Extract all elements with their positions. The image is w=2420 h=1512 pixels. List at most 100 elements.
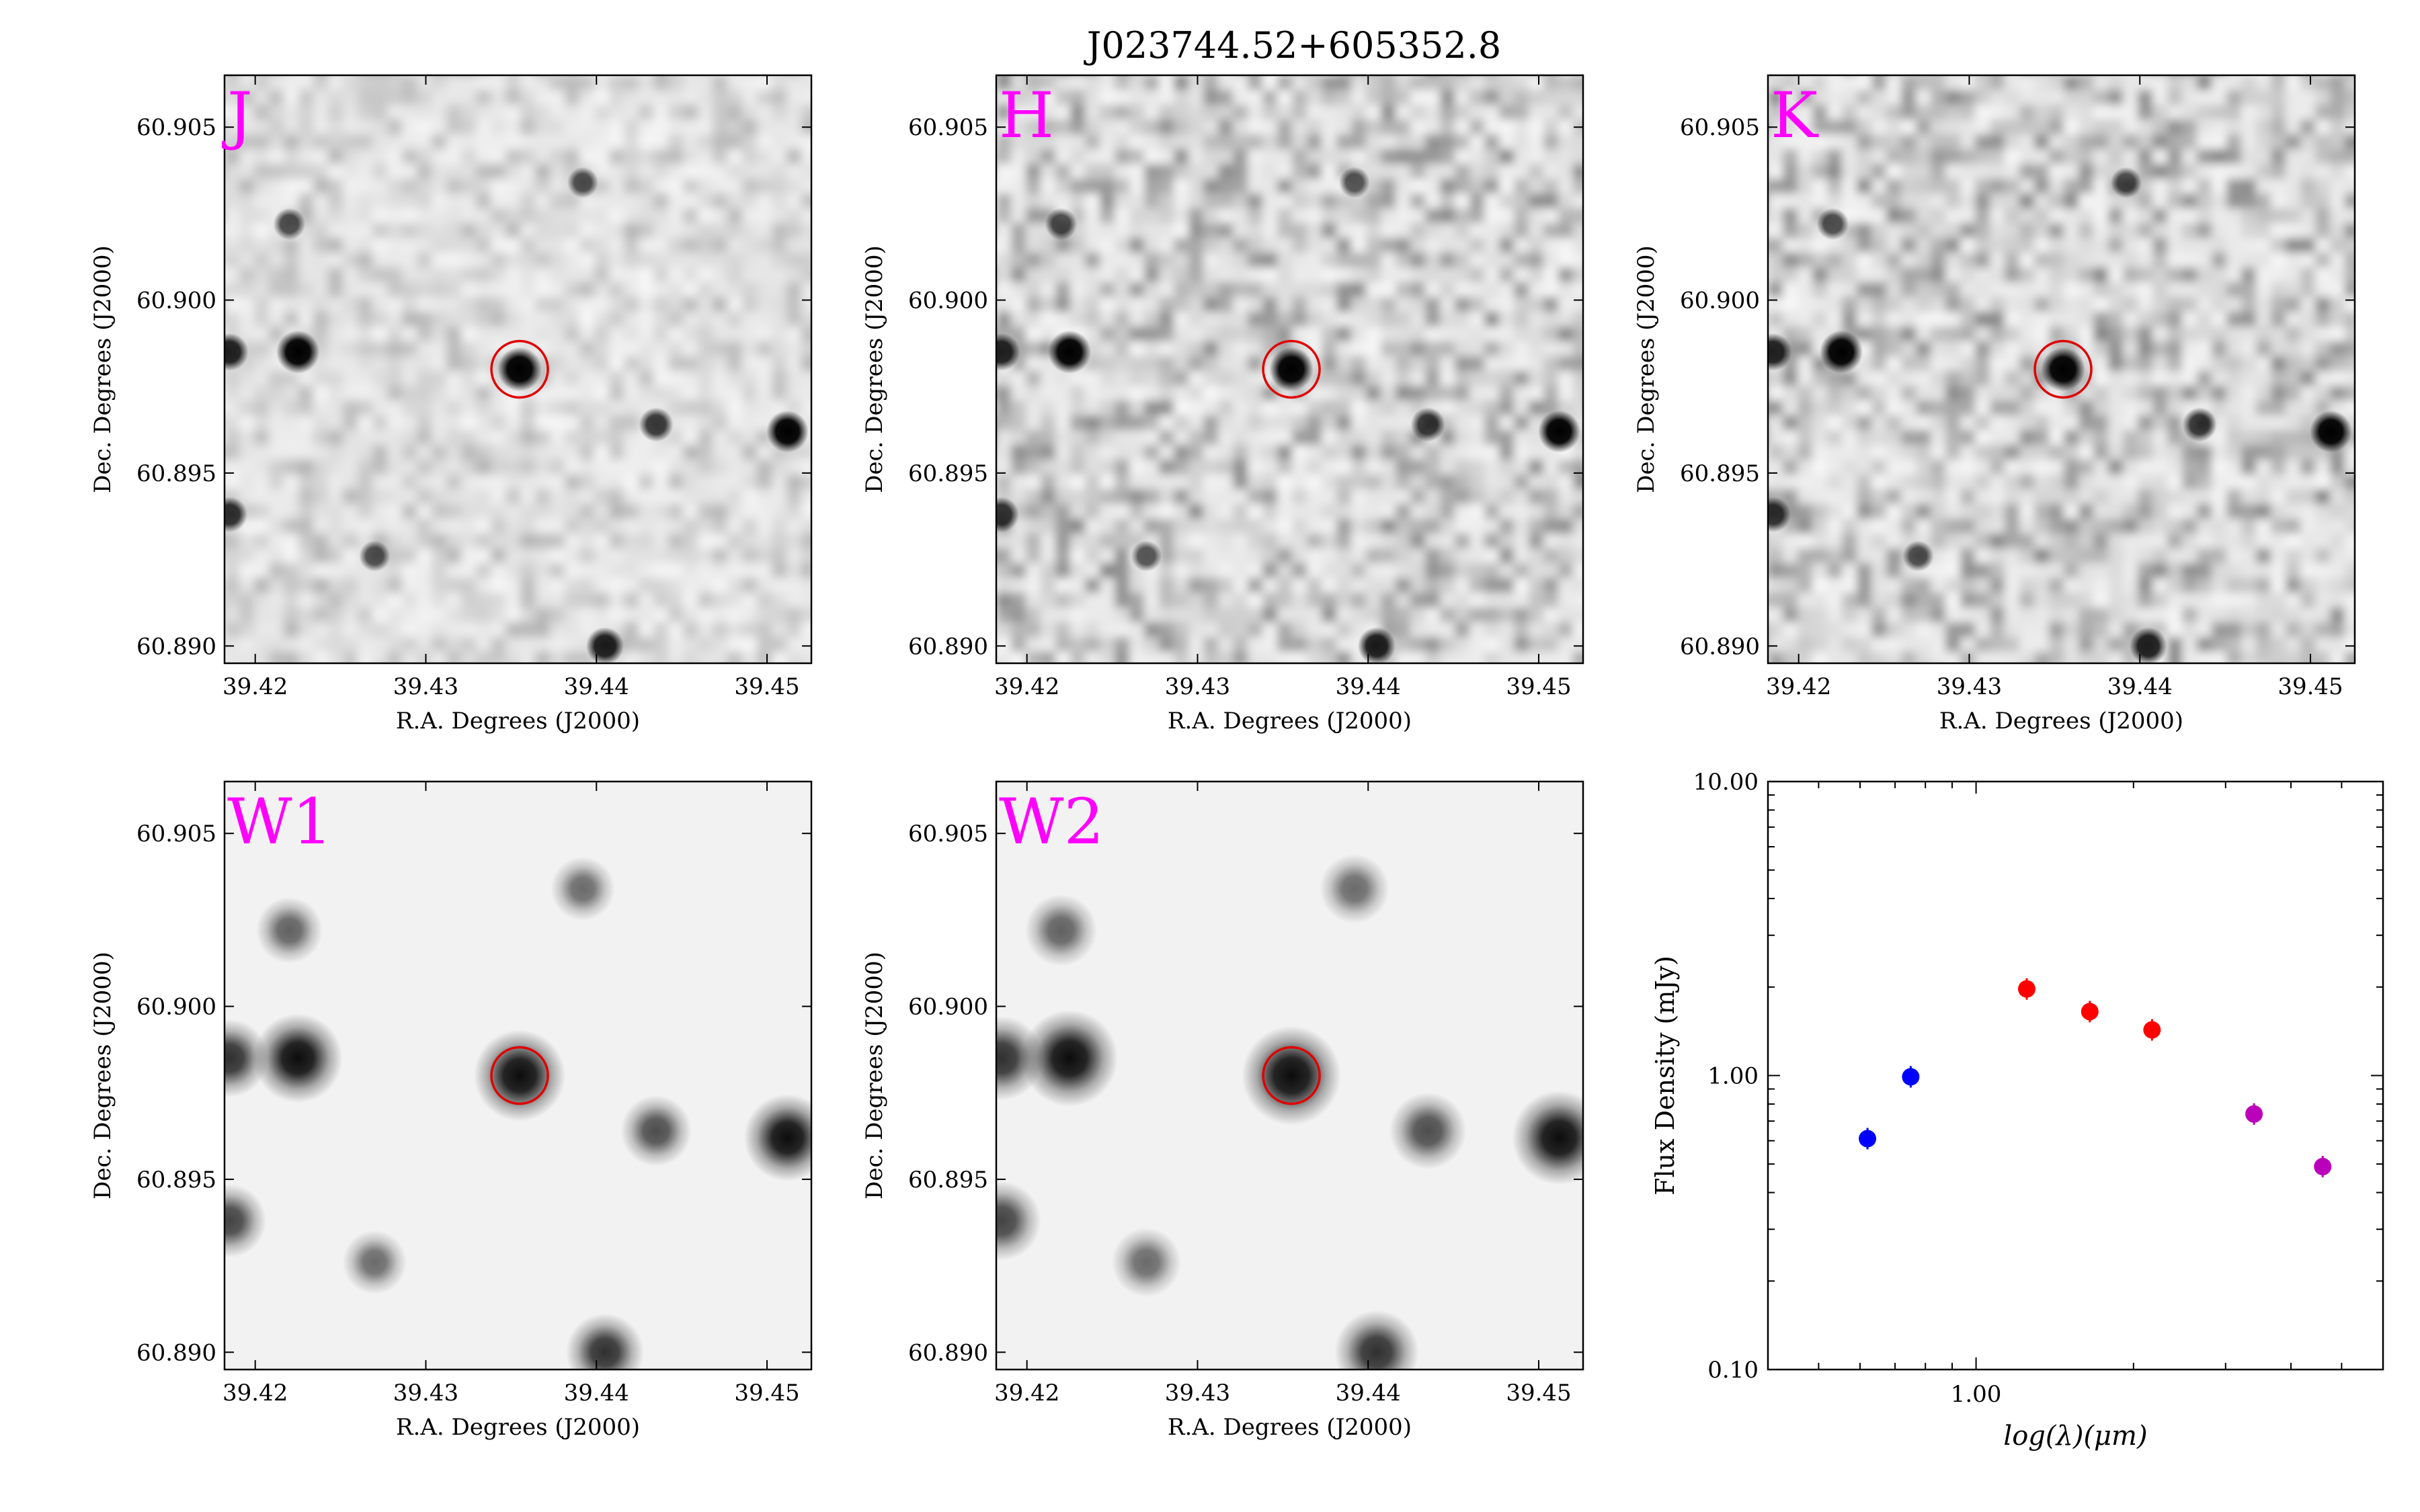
source-1 xyxy=(253,1013,343,1103)
ytick-label: 60.900 xyxy=(136,288,216,314)
image-w1 xyxy=(225,782,811,1370)
target-marker xyxy=(490,339,549,399)
ytick-label: 60.905 xyxy=(908,114,988,141)
source-8 xyxy=(1024,894,1098,966)
panel-frame xyxy=(995,74,1584,665)
y-axis-label: Dec. Degrees (J2000) xyxy=(861,952,888,1200)
xtick-label: 39.45 xyxy=(1506,1380,1571,1406)
source-8 xyxy=(1045,208,1078,241)
source-7 xyxy=(1334,1310,1419,1370)
band-label: W2 xyxy=(999,786,1104,859)
xtick-label: 39.43 xyxy=(1165,673,1230,700)
noise-texture xyxy=(1768,75,2355,663)
xtick-label: 39.44 xyxy=(2107,673,2173,700)
source-5 xyxy=(996,497,1020,533)
xtick-label: 39.44 xyxy=(564,1380,629,1406)
source-0 xyxy=(497,347,542,392)
ytick-label: 60.895 xyxy=(908,460,988,487)
image-panel-w1: 39.42 39.43 39.44 39.45 60.905 60.900 60.895 60… xyxy=(89,780,813,1441)
sed-frame xyxy=(1767,780,2384,1371)
source-3 xyxy=(1538,410,1580,453)
ytick-label: 60.895 xyxy=(1680,460,1760,487)
source-2 xyxy=(225,333,249,371)
panel-frame xyxy=(223,74,813,665)
source-9 xyxy=(1320,853,1389,924)
source-7 xyxy=(565,1313,644,1370)
image-h xyxy=(996,75,1583,663)
image-panel-j: 39.42 39.43 39.44 39.45 60.905 60.900 60.895 60… xyxy=(89,74,813,734)
source-6 xyxy=(359,540,391,572)
sed-point xyxy=(2245,1105,2263,1123)
source-1 xyxy=(1021,1009,1119,1107)
panel-frame xyxy=(223,780,813,1371)
source-5 xyxy=(225,1184,267,1258)
ytick-label: 60.900 xyxy=(1680,288,1760,314)
sed-xtick-label: 1.00 xyxy=(1951,1381,2002,1408)
source-8 xyxy=(255,896,323,964)
sed-ytick-label: 0.10 xyxy=(1707,1357,1759,1384)
source-6 xyxy=(1111,1227,1182,1298)
source-9 xyxy=(2110,167,2142,198)
source-4 xyxy=(1410,407,1445,442)
xtick-label: 39.42 xyxy=(994,673,1059,700)
source-6 xyxy=(342,1230,407,1295)
ytick-label: 60.895 xyxy=(136,460,216,487)
source-6 xyxy=(1902,540,1934,572)
xtick-label: 39.43 xyxy=(1165,1380,1230,1406)
band-label: H xyxy=(999,79,1054,153)
source-2 xyxy=(996,1015,1044,1101)
source-9 xyxy=(1338,167,1371,198)
y-axis-label: Dec. Degrees (J2000) xyxy=(89,952,116,1200)
source-6 xyxy=(1131,540,1162,572)
source-4 xyxy=(2182,407,2217,442)
sed-y-axis-label: Flux Density (mJy) xyxy=(1650,956,1680,1195)
figure-title: J023744.52+605352.8 xyxy=(1084,24,1502,67)
source-2 xyxy=(225,1019,269,1097)
source-0 xyxy=(473,1030,566,1122)
source-0 xyxy=(2041,347,2086,392)
xtick-label: 39.44 xyxy=(1336,1380,1401,1406)
xtick-label: 39.45 xyxy=(1506,673,1571,700)
ytick-label: 60.900 xyxy=(908,288,988,314)
sed-point xyxy=(2017,980,2035,998)
sed-point xyxy=(1859,1130,1877,1148)
source-7 xyxy=(586,627,624,663)
xtick-label: 39.45 xyxy=(734,673,799,700)
panels: 39.42 39.43 39.44 39.45 60.905 60.900 60.895 60… xyxy=(89,74,2356,1441)
sed-ytick-label: 1.00 xyxy=(1707,1063,1759,1090)
source-8 xyxy=(273,208,306,241)
xtick-label: 39.42 xyxy=(1766,673,1831,700)
xtick-label: 39.44 xyxy=(564,673,629,700)
ytick-label: 60.890 xyxy=(908,633,988,660)
ytick-label: 60.900 xyxy=(908,994,988,1021)
panel-frame xyxy=(995,780,1584,1371)
xtick-label: 39.42 xyxy=(223,1380,288,1406)
panel-frame xyxy=(1767,74,2356,665)
sed-point xyxy=(2081,1003,2099,1021)
noise-texture xyxy=(996,75,1583,663)
source-4 xyxy=(620,1095,692,1167)
target-marker xyxy=(1262,339,1321,399)
xtick-label: 39.42 xyxy=(994,1380,1059,1406)
source-8 xyxy=(1816,208,1849,241)
sed-point xyxy=(2314,1158,2332,1176)
image-panel-h: 39.42 39.43 39.44 39.45 60.905 60.900 60.895 60… xyxy=(861,74,1584,734)
image-k xyxy=(1768,75,2355,663)
source-9 xyxy=(567,167,599,198)
ytick-label: 60.890 xyxy=(1680,633,1760,660)
source-3 xyxy=(743,1094,811,1181)
source-2 xyxy=(1768,333,1792,371)
source-7 xyxy=(2129,627,2167,663)
sed-x-axis-label: log(λ)(μm) xyxy=(2003,1421,2147,1452)
ytick-label: 60.905 xyxy=(136,821,216,847)
source-0 xyxy=(1269,347,1314,392)
sed-ytick-label: 10.00 xyxy=(1693,769,1759,796)
ytick-label: 60.890 xyxy=(908,1339,988,1366)
y-axis-label: Dec. Degrees (J2000) xyxy=(861,245,888,493)
x-axis-label: R.A. Degrees (J2000) xyxy=(1939,708,2183,734)
target-marker xyxy=(1262,1046,1321,1105)
source-1 xyxy=(1047,330,1092,374)
y-axis-label: Dec. Degrees (J2000) xyxy=(1633,245,1660,493)
